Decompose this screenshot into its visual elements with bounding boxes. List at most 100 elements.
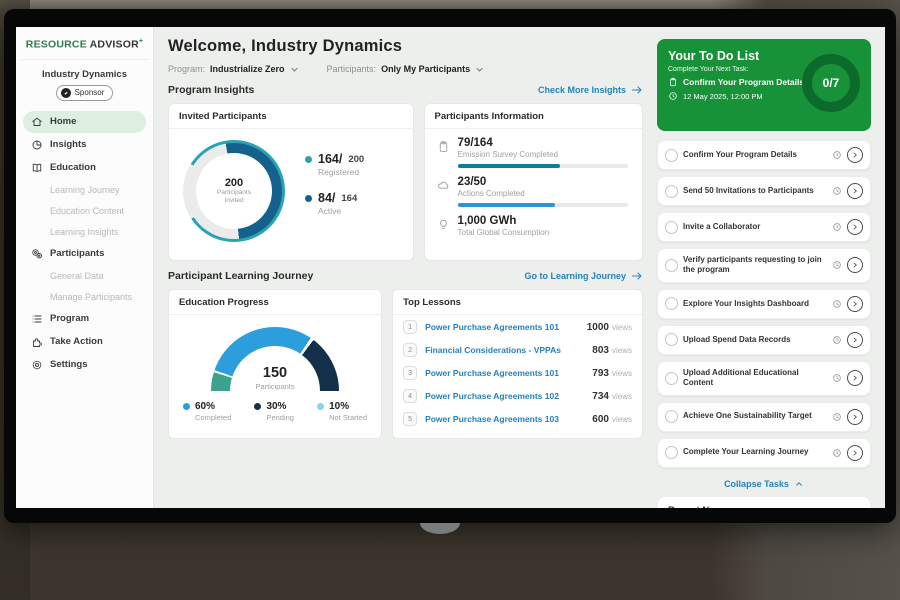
lesson-link[interactable]: Power Purchase Agreements 103: [425, 414, 559, 424]
clock-icon: [833, 300, 841, 308]
lesson-link[interactable]: Power Purchase Agreements 101: [425, 322, 559, 332]
task-go-button[interactable]: [847, 183, 863, 199]
task-checkbox[interactable]: [665, 258, 678, 272]
collapse-label: Collapse Tasks: [724, 478, 789, 489]
task-item[interactable]: Explore Your Insights Dashboard: [657, 288, 871, 319]
card-title: Invited Participants: [169, 104, 413, 129]
task-go-button[interactable]: [847, 444, 863, 461]
sidebar-item-program[interactable]: Program: [23, 308, 146, 330]
arrow-right-icon: [632, 86, 642, 94]
sidebar-item-insights[interactable]: Insights: [23, 134, 146, 156]
gauge-center: 150 Participants: [211, 365, 339, 391]
go-to-learning-journey-link[interactable]: Go to Learning Journey: [524, 271, 643, 281]
task-item[interactable]: Send 50 Invitations to Participants: [657, 176, 871, 206]
task-checkbox[interactable]: [665, 184, 678, 198]
stat-label: Actions Completed: [457, 189, 525, 198]
education-progress-card: Education Progress 150 Participants: [168, 289, 383, 439]
task-checkbox[interactable]: [665, 446, 678, 460]
task-checkbox[interactable]: [665, 410, 678, 424]
participants-value: Only My Participants: [381, 64, 471, 74]
task-go-button[interactable]: [847, 331, 863, 348]
sidebar-item-education-content[interactable]: Education Content: [23, 201, 146, 221]
sidebar-item-home[interactable]: Home: [23, 110, 146, 133]
sidebar-item-settings[interactable]: Settings: [23, 354, 146, 376]
lesson-row: 1 Power Purchase Agreements 101 1000 vie…: [393, 315, 642, 338]
legend-item-active: 84/164 Active: [305, 191, 364, 216]
legend-dot-navy: [305, 194, 312, 202]
task-item[interactable]: Verify participants requesting to join t…: [657, 248, 871, 283]
task-item[interactable]: Invite a Collaborator: [657, 212, 871, 242]
sidebar-item-education[interactable]: Education: [23, 157, 146, 179]
task-label: Complete Your Learning Journey: [683, 447, 809, 457]
chevron-down-icon: [476, 67, 483, 71]
lesson-views-label: views: [611, 414, 632, 424]
task-item[interactable]: Complete Your Learning Journey: [657, 437, 871, 468]
task-checkbox[interactable]: [665, 148, 678, 162]
task-item[interactable]: Achieve One Sustainability Target: [657, 401, 871, 432]
lesson-link[interactable]: Financial Considerations - VPPAs: [425, 345, 561, 355]
collapse-tasks-link[interactable]: Collapse Tasks: [657, 474, 871, 496]
card-title: Top Lessons: [393, 290, 642, 315]
monitor-bezel: RESOURCE ADVISOR+ Industry Dynamics Spon…: [4, 9, 896, 523]
task-go-button[interactable]: [847, 408, 863, 425]
sidebar-item-learning-journey[interactable]: Learning Journey: [23, 180, 146, 200]
active-ring: 200 Participants Invited: [186, 143, 282, 239]
clock-icon: [833, 336, 841, 344]
stat-actions-completed: 23/50 Actions Completed: [425, 168, 642, 207]
task-checkbox[interactable]: [665, 333, 678, 347]
legend-dot-dark: [254, 403, 262, 410]
legend-value: 60%: [195, 401, 216, 412]
lesson-link[interactable]: Power Purchase Agreements 101: [425, 368, 559, 378]
donut-center: 200 Participants Invited: [196, 153, 272, 229]
sidebar-item-take-action[interactable]: Take Action: [23, 331, 146, 353]
legend-total: 200: [348, 153, 365, 165]
legend-item-completed: 60% Completed: [183, 401, 231, 422]
chevron-right-icon: [853, 301, 857, 307]
sidebar-item-learning-insights[interactable]: Learning Insights: [23, 222, 146, 242]
actions-progress-bar: [457, 203, 628, 207]
lesson-views: 600: [592, 413, 609, 425]
stat-emission-survey: 79/164 Emission Survey Completed: [425, 129, 642, 168]
participants-dropdown[interactable]: Participants: Only My Participants: [327, 64, 485, 74]
lesson-rank: 5: [403, 412, 418, 426]
lesson-link[interactable]: Power Purchase Agreements 102: [425, 391, 559, 401]
participants-icon: [32, 248, 42, 258]
sidebar-item-manage-participants[interactable]: Manage Participants: [23, 287, 146, 307]
legend-value: 10%: [329, 401, 350, 412]
todo-subtitle: Complete Your Next Task:: [668, 66, 749, 73]
chevron-right-icon: [853, 414, 857, 419]
check-more-insights-link[interactable]: Check More Insights: [538, 85, 643, 95]
lesson-views: 793: [592, 367, 609, 379]
task-go-button[interactable]: [847, 219, 863, 235]
clock-icon: [833, 261, 841, 270]
education-icon: [32, 163, 42, 172]
task-label: Verify participants requesting to join t…: [683, 255, 822, 275]
task-item[interactable]: Upload Spend Data Records: [657, 324, 871, 355]
sidebar-item-participants[interactable]: Participants: [23, 243, 146, 265]
task-checkbox[interactable]: [665, 297, 678, 311]
task-item[interactable]: Confirm Your Program Details: [657, 140, 871, 170]
gauge-label: Participants: [255, 382, 295, 391]
section-title: Participant Learning Journey: [168, 270, 314, 282]
datetime-label: 12 May 2025, 12:00 PM: [683, 91, 763, 101]
task-go-button[interactable]: [847, 370, 863, 387]
program-icon: [32, 315, 42, 322]
task-go-button[interactable]: [847, 295, 863, 312]
stat-value: 1,000 GWh: [457, 215, 517, 227]
lesson-views: 1000: [586, 321, 609, 333]
emission-progress-bar: [457, 164, 628, 168]
recent-news-card: Recent News: [657, 495, 871, 508]
legend-value: 30%: [266, 401, 287, 412]
sidebar-item-general-data[interactable]: General Data: [23, 266, 146, 286]
task-item[interactable]: Upload Additional Educational Content: [657, 360, 871, 396]
program-dropdown[interactable]: Program: Industrialize Zero: [168, 64, 299, 74]
task-checkbox[interactable]: [665, 220, 678, 234]
task-go-button[interactable]: [847, 147, 863, 163]
lesson-views: 734: [592, 390, 609, 402]
task-go-button[interactable]: [847, 257, 863, 274]
task-label: Explore Your Insights Dashboard: [683, 298, 809, 308]
clock-icon: [833, 187, 841, 195]
sidebar-item-label: Learning Journey: [50, 184, 120, 195]
task-checkbox[interactable]: [665, 371, 678, 385]
